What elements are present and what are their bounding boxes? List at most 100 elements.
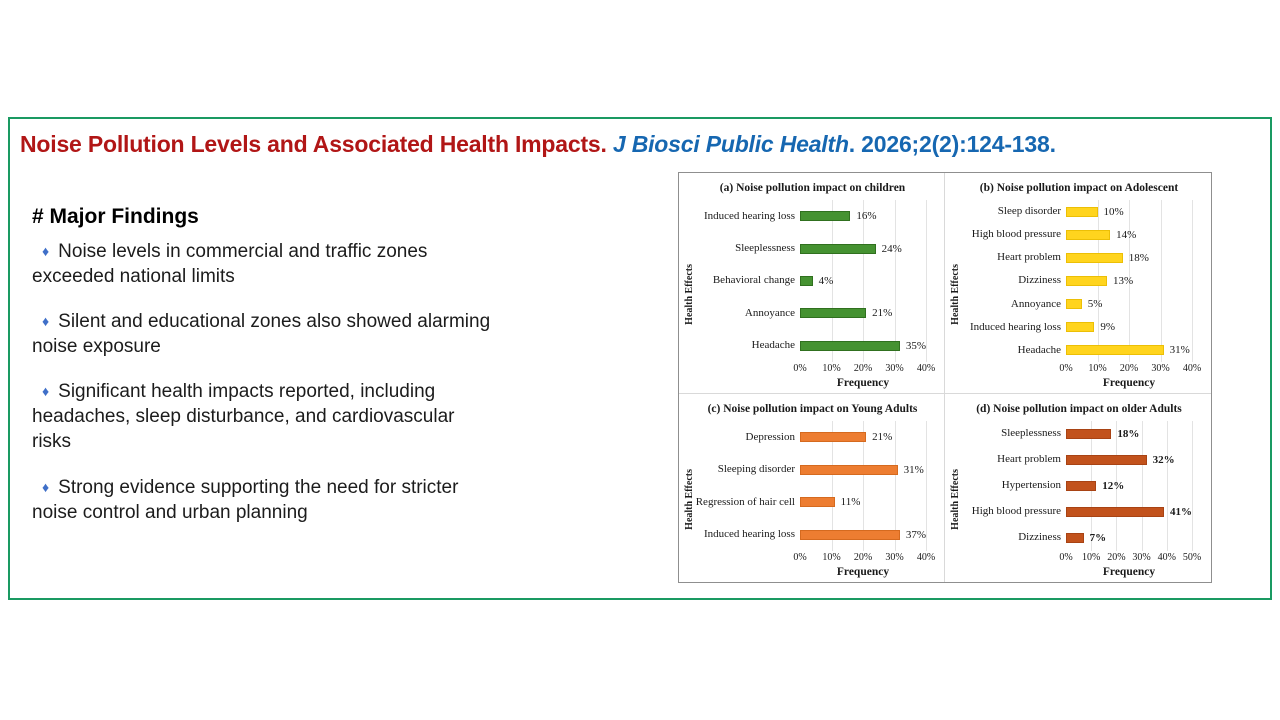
finding-item: ♦ Silent and educational zones also showe… xyxy=(32,309,584,359)
diamond-bullet-icon: ♦ xyxy=(42,243,50,259)
category-label: Headache xyxy=(751,339,795,352)
slide-box: Noise Pollution Levels and Associated He… xyxy=(8,117,1272,600)
plot-area: 21% 31% 11% 37% xyxy=(800,420,927,551)
category-label: Heart problem xyxy=(997,453,1061,466)
bar-row: 35% xyxy=(800,330,926,362)
axis-tick-label: 30% xyxy=(1151,362,1170,374)
plot-area: 18% 32% 12% 41% 7% xyxy=(1066,420,1193,551)
gridline xyxy=(1192,420,1193,551)
gridline xyxy=(1141,420,1143,551)
finding-item: ♦ Significant health impacts reported, in… xyxy=(32,379,584,454)
bar-value-label: 32% xyxy=(1152,453,1175,466)
category-label: Dizziness xyxy=(1018,531,1061,544)
axis-tick-label: 10% xyxy=(1088,362,1107,374)
y-axis-label-wrap: Health Effects xyxy=(683,421,696,578)
plot-area: 16% 24% 4% 21% 35% xyxy=(800,199,927,362)
bar-value-label: 16% xyxy=(856,210,877,223)
axis-tick-label: 40% xyxy=(1157,551,1176,563)
bar-row: 41% xyxy=(1066,499,1192,525)
bar-value-label: 9% xyxy=(1100,321,1116,334)
chart-main: Depression Sleeping disorder Regression of… xyxy=(696,420,942,578)
diamond-bullet-icon: ♦ xyxy=(42,383,50,400)
bar xyxy=(800,243,876,254)
bar xyxy=(1066,252,1123,263)
bar xyxy=(1066,322,1095,333)
bar-value-label: 21% xyxy=(872,431,893,444)
axis-tick-label: 30% xyxy=(885,362,904,374)
chart-panel-a: (a) Noise pollution impact on children He… xyxy=(679,173,945,394)
bar-row: 24% xyxy=(800,232,926,264)
chart-main: Sleep disorder High blood pressure Heart p… xyxy=(962,199,1209,389)
bar-row: 18% xyxy=(1066,421,1192,447)
bar-value-label: 18% xyxy=(1117,427,1140,440)
finding-text: Noise levels in commercial and traffic z… xyxy=(32,241,428,288)
bar xyxy=(1066,206,1098,217)
bar-value-label: 18% xyxy=(1128,251,1149,264)
axis-tick-label: 50% xyxy=(1182,551,1202,563)
bar-row: 10% xyxy=(1066,200,1192,223)
category-label: Behavioral change xyxy=(712,274,795,287)
bar-value-label: 35% xyxy=(905,339,926,352)
axis-tick-label: 10% xyxy=(822,551,841,563)
title-citation: . 2026;2(2):124-138. xyxy=(848,131,1056,157)
bar-value-label: 37% xyxy=(905,528,926,541)
chart-rows: Induced hearing loss Sleeplessness Behavio… xyxy=(696,199,942,362)
axis-tick-label: 0% xyxy=(793,362,807,374)
chart-body: Health Effects Sleeplessness Heart problem… xyxy=(949,420,1209,578)
gridline xyxy=(894,199,896,362)
finding-item: ♦ Noise levels in commercial and traffic … xyxy=(32,239,584,289)
axis-tick-label: 20% xyxy=(1119,362,1139,374)
gridline xyxy=(863,199,864,362)
category-label: Induced hearing loss xyxy=(703,209,795,222)
category-label: Annoyance xyxy=(1010,297,1061,310)
axis-tick-label: 30% xyxy=(885,551,904,563)
bar-value-label: 4% xyxy=(818,274,834,287)
bar-value-label: 31% xyxy=(903,463,924,476)
x-axis-label: Frequency xyxy=(1102,565,1156,578)
finding-item: ♦ Strong evidence supporting the need for… xyxy=(32,475,584,525)
bar-row: 12% xyxy=(1066,473,1192,499)
bar xyxy=(800,308,867,319)
bar-value-label: 13% xyxy=(1112,274,1134,287)
y-axis-label: Health Effects xyxy=(950,263,961,325)
axis-tick-label: 40% xyxy=(916,551,936,563)
bar-row: 18% xyxy=(1066,246,1192,269)
axis-tick-label: 40% xyxy=(1182,362,1202,374)
axis-tick-label: 10% xyxy=(1082,551,1101,563)
bar-row: 37% xyxy=(800,518,926,551)
category-label: Depression xyxy=(745,430,796,443)
page-title: Noise Pollution Levels and Associated He… xyxy=(20,131,1258,158)
bar xyxy=(1066,532,1084,543)
bar-value-label: 10% xyxy=(1103,205,1124,218)
bar-value-label: 41% xyxy=(1170,505,1192,518)
bar xyxy=(800,464,898,475)
bar xyxy=(1066,229,1111,240)
bar xyxy=(1066,428,1112,439)
chart-main: Induced hearing loss Sleeplessness Behavio… xyxy=(696,199,942,389)
bar xyxy=(1066,506,1164,517)
category-label: Sleeplessness xyxy=(1001,427,1061,440)
x-axis: 0% 10% 20% 30% 40% xyxy=(793,362,935,375)
bar-row: 16% xyxy=(800,200,926,232)
chart-panel-d: (d) Noise pollution impact on older Adul… xyxy=(945,394,1211,582)
gridline xyxy=(1160,199,1162,362)
category-labels: Sleeplessness Heart problem Hypertension Hi… xyxy=(962,421,1066,551)
chart-body: Health Effects Depression Sleeping disorde… xyxy=(683,420,942,578)
category-labels: Induced hearing loss Sleeplessness Behavio… xyxy=(696,200,800,362)
axis-tick-label: 0% xyxy=(1059,551,1073,563)
bar xyxy=(800,432,867,443)
chart-title: (b) Noise pollution impact on Adolescent xyxy=(979,182,1179,194)
axis-tick-label: 40% xyxy=(916,362,936,374)
chart-body: Health Effects Induced hearing loss Sleepl… xyxy=(683,199,942,389)
axis-tick-label: 0% xyxy=(793,551,807,563)
gridline xyxy=(831,199,833,362)
y-axis-label-wrap: Health Effects xyxy=(949,421,962,578)
axis-tick-label: 20% xyxy=(853,362,873,374)
category-label: Sleeplessness xyxy=(735,242,795,255)
health-impacts-figure: (a) Noise pollution impact on children He… xyxy=(678,172,1212,583)
finding-text: Significant health impacts reported, inc… xyxy=(32,381,455,453)
bar-row: 7% xyxy=(1066,525,1192,551)
bar xyxy=(800,211,851,222)
bar-row: 4% xyxy=(800,265,926,297)
